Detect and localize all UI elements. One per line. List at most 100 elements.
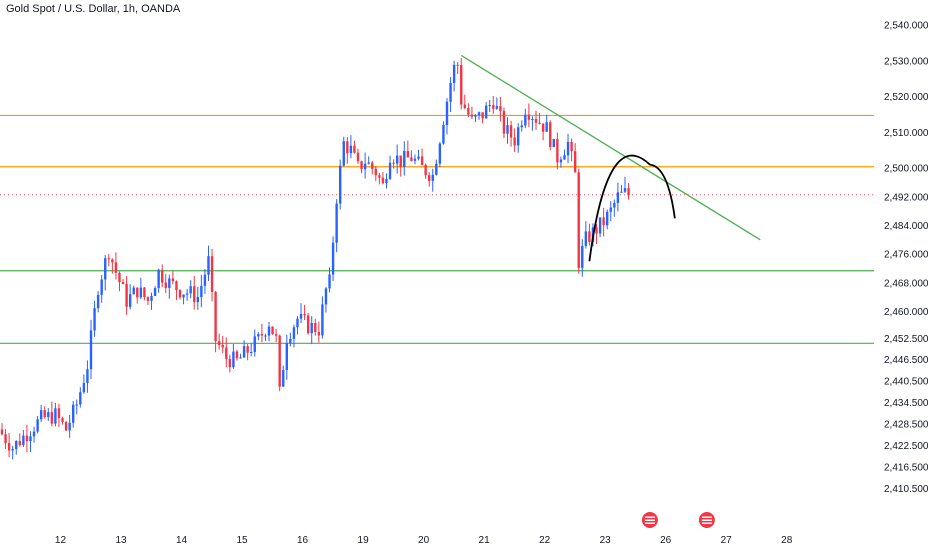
candle-body xyxy=(22,435,25,446)
candle-body xyxy=(250,351,253,353)
price-tick-label: 2,510.000 xyxy=(884,128,929,139)
candle-body xyxy=(150,295,153,301)
candle-body xyxy=(185,293,189,295)
candle-body xyxy=(146,297,150,301)
time-tick-label: 14 xyxy=(176,535,188,546)
candle-body xyxy=(339,165,342,204)
candle-body xyxy=(609,207,612,212)
candle-body xyxy=(452,64,456,83)
candle-body xyxy=(75,404,78,406)
candle-body xyxy=(214,291,217,342)
candle-body xyxy=(363,163,367,170)
candle-body xyxy=(566,141,570,156)
price-tick-label: 2,460.000 xyxy=(884,307,929,318)
candle-body xyxy=(531,119,534,121)
candle-body xyxy=(395,155,399,164)
candle-body xyxy=(331,242,335,275)
candle-body xyxy=(79,392,82,405)
candle-body xyxy=(278,335,281,387)
candle-body xyxy=(235,351,239,359)
candle-body xyxy=(410,157,413,161)
candle-body xyxy=(356,152,360,162)
candle-body xyxy=(228,358,232,368)
candle-body xyxy=(499,106,502,111)
candle-body xyxy=(488,105,491,107)
candle-body xyxy=(517,127,520,146)
time-tick-label: 15 xyxy=(236,535,248,546)
candle-body xyxy=(175,281,178,291)
event-icon-stripe xyxy=(701,519,712,521)
candle-body xyxy=(442,125,445,144)
time-axis[interactable]: 12 13 14 15 16 19 20 21 22 23 26 27 28 xyxy=(55,535,793,546)
price-tick-label: 2,440.500 xyxy=(884,377,929,388)
candle-body xyxy=(271,326,274,335)
candle-body xyxy=(367,162,370,164)
price-tick-label: 2,520.000 xyxy=(884,92,929,103)
candle-body xyxy=(502,110,506,134)
candle-body xyxy=(306,315,310,334)
candle-body xyxy=(299,314,303,319)
candle-body xyxy=(623,188,627,192)
candle-body xyxy=(57,408,61,419)
candle-body xyxy=(463,104,466,109)
event-icon-stripe xyxy=(701,516,712,518)
candle-body xyxy=(64,422,68,431)
candle-body xyxy=(627,188,630,196)
candle-body xyxy=(470,114,474,117)
candle-body xyxy=(161,269,164,283)
event-icon-stripe xyxy=(644,519,655,521)
candle-body xyxy=(317,332,321,336)
candle-body xyxy=(328,274,331,289)
candle-body xyxy=(570,141,573,152)
candle-body xyxy=(296,318,299,328)
candle-body xyxy=(125,284,128,307)
candle-body xyxy=(549,122,552,147)
horizontal-levels[interactable]: 2,514.7422,500.4152,471.3612,451.0892,49… xyxy=(0,108,930,351)
candle-body xyxy=(310,322,313,334)
candle-body xyxy=(54,408,57,424)
candle-body xyxy=(342,141,345,166)
candle-body xyxy=(121,282,125,285)
candle-body xyxy=(321,304,324,336)
candle-body xyxy=(520,125,523,128)
candle-body xyxy=(182,294,185,298)
candle-body xyxy=(360,161,363,170)
candle-body xyxy=(118,272,121,283)
time-tick-label: 21 xyxy=(479,535,491,546)
candle-body xyxy=(168,278,171,288)
candle-body xyxy=(606,211,609,226)
price-tick-label: 2,530.000 xyxy=(884,56,929,67)
candle-body xyxy=(477,112,481,116)
candle-body xyxy=(403,150,406,167)
event-icons[interactable] xyxy=(641,512,715,528)
candle-body xyxy=(246,346,249,353)
candle-body xyxy=(406,150,410,158)
candle-body xyxy=(371,162,374,169)
candle-body xyxy=(438,143,442,164)
trendline[interactable] xyxy=(460,54,761,241)
candle-body xyxy=(0,429,4,435)
price-tick-label: 2,500.000 xyxy=(884,164,929,175)
candle-body xyxy=(93,308,96,331)
candle-body xyxy=(474,115,477,117)
candle-body xyxy=(460,65,463,105)
candle-body xyxy=(43,410,46,418)
candle-body xyxy=(143,287,146,298)
event-icon-stripe xyxy=(644,522,655,524)
candle-body xyxy=(11,449,14,451)
candle-body xyxy=(96,294,100,309)
candle-body xyxy=(534,119,538,123)
candle-body xyxy=(428,175,431,181)
candle-body xyxy=(232,351,235,368)
price-axis[interactable]: 2,410.500 2,416.500 2,422.500 2,428.500 2,43… xyxy=(874,0,932,530)
drawings[interactable] xyxy=(460,54,761,262)
projection-arc[interactable] xyxy=(588,154,676,262)
price-tick-label: 2,476.000 xyxy=(884,250,929,261)
candle-body xyxy=(39,410,43,420)
candle-body xyxy=(132,287,135,295)
candle-body xyxy=(153,288,157,296)
candle-body xyxy=(36,419,39,432)
time-tick-label: 13 xyxy=(115,535,127,546)
candle-body xyxy=(445,101,449,126)
